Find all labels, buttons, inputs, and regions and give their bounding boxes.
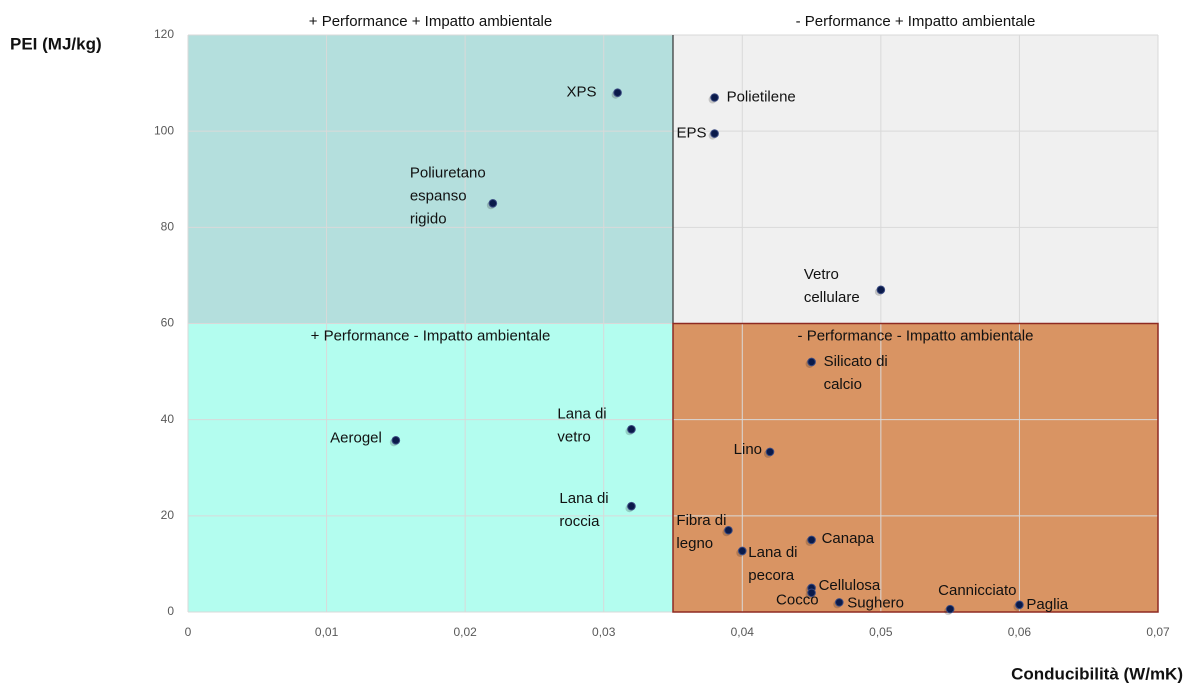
y-tick-label: 0 (167, 604, 174, 618)
point-label: Fibra di (676, 512, 726, 529)
point-label: XPS (567, 84, 597, 101)
x-tick-label: 0,01 (315, 625, 339, 639)
point (488, 198, 498, 208)
point-label: rigido (410, 210, 447, 227)
y-tick-label: 60 (161, 316, 175, 330)
point (945, 604, 955, 614)
point (710, 93, 719, 102)
point-label: Paglia (1026, 596, 1068, 613)
point (737, 546, 747, 556)
quadrant-label: + Performance + Impatto ambientale (309, 13, 552, 30)
point-label: EPS (677, 125, 707, 142)
point-label: pecora (748, 567, 795, 584)
point (627, 424, 636, 434)
point-label: Canapa (822, 530, 875, 547)
point (613, 88, 622, 97)
point (807, 535, 816, 545)
x-tick-label: 0,07 (1146, 625, 1170, 639)
x-tick-label: 0,02 (453, 625, 477, 639)
point-label: Cocco (776, 592, 819, 609)
point-label: Poliuretano (410, 164, 486, 181)
quadrant-label: - Performance - Impatto ambientale (798, 327, 1034, 344)
x-tick-label: 0 (185, 625, 192, 639)
x-tick-label: 0,06 (1008, 625, 1032, 639)
point-label: Aerogel (330, 429, 382, 446)
point-label: Cellulosa (819, 577, 881, 594)
quadrant (188, 35, 673, 324)
point-label: vetro (557, 428, 590, 445)
point-label: legno (676, 535, 713, 552)
point (807, 357, 816, 367)
y-tick-label: 20 (161, 508, 175, 522)
point (1015, 600, 1024, 610)
point-label: Polietilene (727, 88, 796, 105)
y-tick-label: 120 (154, 27, 174, 41)
quadrant (673, 323, 1158, 612)
point (765, 447, 775, 457)
point-label: Lino (734, 441, 762, 458)
point-label: Silicato di (824, 353, 888, 370)
point (627, 501, 636, 511)
point-label: Lana di (748, 544, 797, 561)
quadrant-label: + Performance - Impatto ambientale (311, 327, 551, 344)
point (807, 588, 816, 598)
x-tick-label: 0,05 (869, 625, 893, 639)
y-tick-label: 100 (154, 123, 174, 137)
point-label: calcio (824, 376, 862, 393)
point (724, 525, 733, 535)
y-tick-label: 80 (161, 220, 175, 234)
point-label: espanso (410, 187, 467, 204)
quadrant-label: - Performance + Impatto ambientale (796, 13, 1036, 30)
point-label: Cannicciato (938, 582, 1016, 599)
y-tick-label: 40 (161, 412, 175, 426)
point (710, 129, 719, 138)
x-tick-label: 0,04 (731, 625, 755, 639)
point (834, 598, 844, 607)
x-axis-title: Conducibilità (W/mK) (1011, 664, 1183, 683)
y-axis-title: PEI (MJ/kg) (10, 34, 102, 53)
point-label: Vetro (804, 266, 839, 283)
point-label: Lana di (559, 490, 608, 507)
point-label: roccia (559, 513, 600, 530)
quadrant (188, 323, 673, 612)
x-tick-label: 0,03 (592, 625, 616, 639)
point-label: cellulare (804, 289, 860, 306)
point (876, 285, 886, 295)
quadrant (673, 35, 1158, 324)
quadrant-border (672, 322, 1159, 613)
point-label: Sughero (847, 594, 904, 611)
point (391, 436, 401, 445)
point-label: Lana di (557, 405, 606, 422)
